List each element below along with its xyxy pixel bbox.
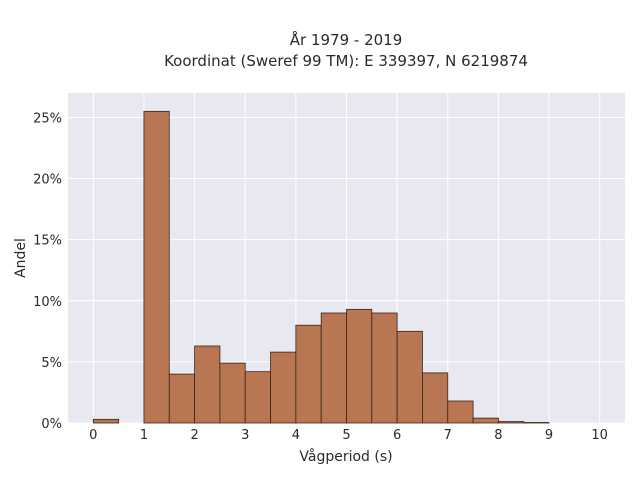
x-tick-label: 1	[140, 428, 148, 443]
histogram-bar	[523, 422, 550, 424]
tick-labels: 0 1 2 3 4 5 6 7 8 9 10 0% 5% 10% 15% 20% 25%	[33, 111, 608, 443]
x-tick-label: 9	[545, 428, 553, 443]
bars	[92, 110, 550, 424]
y-axis-title: Andel	[13, 238, 29, 278]
histogram-bar	[168, 373, 195, 424]
x-tick-label: 5	[342, 428, 350, 443]
histogram-bar	[447, 400, 474, 424]
y-tick-label: 0%	[41, 417, 62, 432]
histogram-bar	[320, 312, 347, 424]
x-tick-label: 0	[89, 428, 97, 443]
histogram-bar	[472, 417, 499, 424]
histogram-bar	[498, 421, 525, 424]
y-tick-label: 20%	[33, 173, 62, 188]
x-tick-label: 2	[190, 428, 198, 443]
y-tick-label: 15%	[33, 234, 62, 249]
histogram-bar	[295, 324, 322, 424]
histogram-bar	[270, 351, 297, 424]
histogram-bar	[92, 418, 120, 424]
x-tick-label: 3	[241, 428, 249, 443]
histogram-bar	[422, 372, 449, 424]
x-tick-label: 7	[444, 428, 452, 443]
y-tick-label: 25%	[33, 111, 62, 126]
x-tick-label: 8	[494, 428, 502, 443]
y-tick-label: 5%	[41, 356, 62, 371]
chart-title-line2: Koordinat (Sweref 99 TM): E 339397, N 62…	[164, 52, 528, 70]
histogram-bar	[371, 312, 398, 424]
histogram-bar	[244, 371, 271, 424]
histogram-bar	[346, 308, 373, 424]
histogram-bar	[219, 362, 246, 424]
histogram-bar	[396, 330, 423, 424]
chart-title-line1: År 1979 - 2019	[290, 30, 403, 49]
histogram-bar	[143, 110, 170, 424]
x-tick-label: 4	[292, 428, 300, 443]
x-tick-label: 10	[591, 428, 608, 443]
x-axis-title: Vågperiod (s)	[299, 448, 392, 465]
x-tick-label: 6	[393, 428, 401, 443]
histogram-bar	[194, 345, 221, 424]
y-tick-label: 10%	[33, 295, 62, 310]
